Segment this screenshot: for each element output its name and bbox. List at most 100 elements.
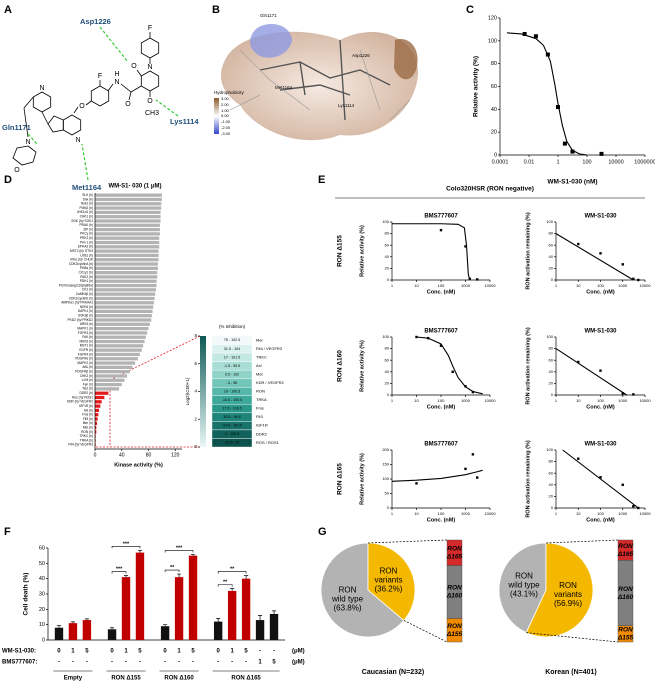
bar bbox=[95, 253, 159, 258]
y-axis-label: RON activation remaining (%) bbox=[525, 327, 531, 404]
category-label: Axl (h) bbox=[84, 408, 93, 412]
significance-bracket bbox=[111, 546, 141, 549]
category-label: MAPK1 (h) bbox=[77, 326, 93, 330]
legend-tick: 0.00 bbox=[221, 113, 230, 118]
bar bbox=[95, 223, 160, 227]
slice-label: RON bbox=[515, 571, 533, 580]
category-label: c-Kit (h) bbox=[82, 378, 93, 382]
dose-value: 0 bbox=[216, 649, 220, 655]
category-label: AMPKα1 (h)/ PRKAA1 bbox=[61, 301, 93, 305]
kinase-label: Mer bbox=[256, 337, 264, 342]
bar bbox=[95, 404, 101, 408]
residue-label: Lys1114 bbox=[338, 103, 355, 108]
molecule: F N O H N O O CH3 F O N N N O Asp1226 Gl… bbox=[2, 17, 199, 192]
bar bbox=[54, 627, 64, 640]
error-bar bbox=[123, 575, 129, 578]
atom-label: N bbox=[75, 137, 80, 144]
data-point bbox=[577, 242, 580, 246]
slice-label: wild type bbox=[331, 595, 364, 604]
y-tick-label: 0 bbox=[387, 277, 390, 282]
category-label: FGFR3 (h) bbox=[78, 331, 93, 335]
bar bbox=[95, 370, 130, 374]
x-tick-label: 1000 bbox=[461, 283, 471, 288]
category-label: Fyn (h) bbox=[83, 382, 93, 386]
category-label: MST1 (h) bbox=[80, 344, 93, 348]
x-axis-label: Conc. (nM) bbox=[427, 517, 456, 523]
data-point bbox=[632, 505, 635, 508]
bar bbox=[68, 623, 78, 640]
x-tick-label: 120 bbox=[171, 452, 180, 458]
bar bbox=[107, 629, 117, 640]
x-tick-label: 100 bbox=[597, 398, 604, 403]
category-label: DAPK1 (h) bbox=[78, 309, 93, 313]
category-label: Tie2 (h) bbox=[82, 387, 93, 391]
fit-line bbox=[506, 32, 588, 156]
subplot-title: BMS777607 bbox=[424, 442, 458, 448]
error-bar bbox=[216, 618, 221, 622]
subplot-title: WM-S1-030 bbox=[584, 214, 617, 220]
dose-value: 0 bbox=[110, 649, 114, 655]
kinase-label: DDR2 bbox=[256, 431, 268, 436]
significance-label: *** bbox=[176, 545, 183, 551]
x-tick-label: 1 bbox=[556, 159, 559, 165]
dose-value: 0 bbox=[57, 649, 61, 655]
y-axis-label: Cell death (%) bbox=[23, 573, 30, 616]
segment-label: RON bbox=[618, 627, 633, 634]
dose-row-label: BMS777607: bbox=[2, 660, 37, 666]
data-point bbox=[451, 370, 454, 373]
bar bbox=[95, 318, 152, 322]
segment-label: Δ160 bbox=[446, 593, 463, 600]
atom-label: CH3 bbox=[145, 110, 159, 117]
category-label: Mer (h) bbox=[83, 421, 93, 425]
cell-label: 30.5 - 94.5 bbox=[223, 415, 240, 419]
legend-tick: 2.00 bbox=[221, 102, 230, 107]
kinase-label: ROS / ROS1 bbox=[256, 440, 280, 445]
bar bbox=[95, 413, 99, 417]
error-bar bbox=[257, 615, 263, 621]
y-tick-label: 40 bbox=[385, 369, 390, 374]
dose-value: - bbox=[125, 660, 127, 666]
y-tick-label: 20 bbox=[385, 265, 390, 270]
y-tick-label: 80 bbox=[385, 231, 390, 236]
bar bbox=[95, 236, 160, 240]
bar bbox=[95, 219, 161, 223]
x-axis-label: Conc. (nM) bbox=[586, 404, 615, 410]
dose-value: 5 bbox=[272, 660, 276, 666]
bar bbox=[95, 283, 157, 288]
x-tick-label: 10 bbox=[576, 283, 581, 288]
y-tick-label: 20 bbox=[491, 130, 497, 136]
y-tick-label: 0 bbox=[387, 505, 390, 510]
y-tick-label: 60 bbox=[385, 357, 390, 362]
panel-letter: E bbox=[318, 174, 325, 186]
significance-label: ** bbox=[230, 567, 235, 573]
dose-value: 5 bbox=[138, 649, 142, 655]
category-label: CHK1 (h) bbox=[80, 215, 93, 219]
data-point bbox=[439, 344, 443, 347]
legend-tick: 1.00 bbox=[221, 108, 230, 113]
x-tick-label: 1000 bbox=[461, 511, 471, 516]
x-tick-label: 10 bbox=[414, 398, 419, 403]
connector bbox=[526, 539, 619, 643]
y-tick-label: 60 bbox=[39, 545, 45, 551]
bar bbox=[95, 430, 97, 434]
atom-label: O bbox=[147, 98, 153, 105]
cell-label: 0 - 103.5 bbox=[225, 432, 239, 436]
y-tick-label: 100 bbox=[382, 476, 389, 481]
bar bbox=[95, 309, 153, 314]
category-label: GSK3β (h) bbox=[78, 314, 93, 318]
bar bbox=[95, 400, 102, 404]
dose-value: - bbox=[58, 660, 60, 666]
data-point bbox=[562, 141, 567, 146]
dose-value: - bbox=[178, 660, 180, 666]
category-label: MAPK2 (h) bbox=[77, 361, 93, 365]
panel-letter: D bbox=[4, 174, 12, 186]
data-point bbox=[599, 151, 604, 156]
bar bbox=[95, 365, 133, 369]
bar bbox=[95, 202, 162, 206]
data-point bbox=[599, 252, 602, 255]
y-tick-label: 60 bbox=[491, 84, 497, 90]
x-tick-label: 1000000 bbox=[634, 159, 655, 165]
bar bbox=[95, 352, 140, 357]
y-tick-label: 150 bbox=[382, 462, 389, 467]
data-point bbox=[621, 263, 624, 266]
